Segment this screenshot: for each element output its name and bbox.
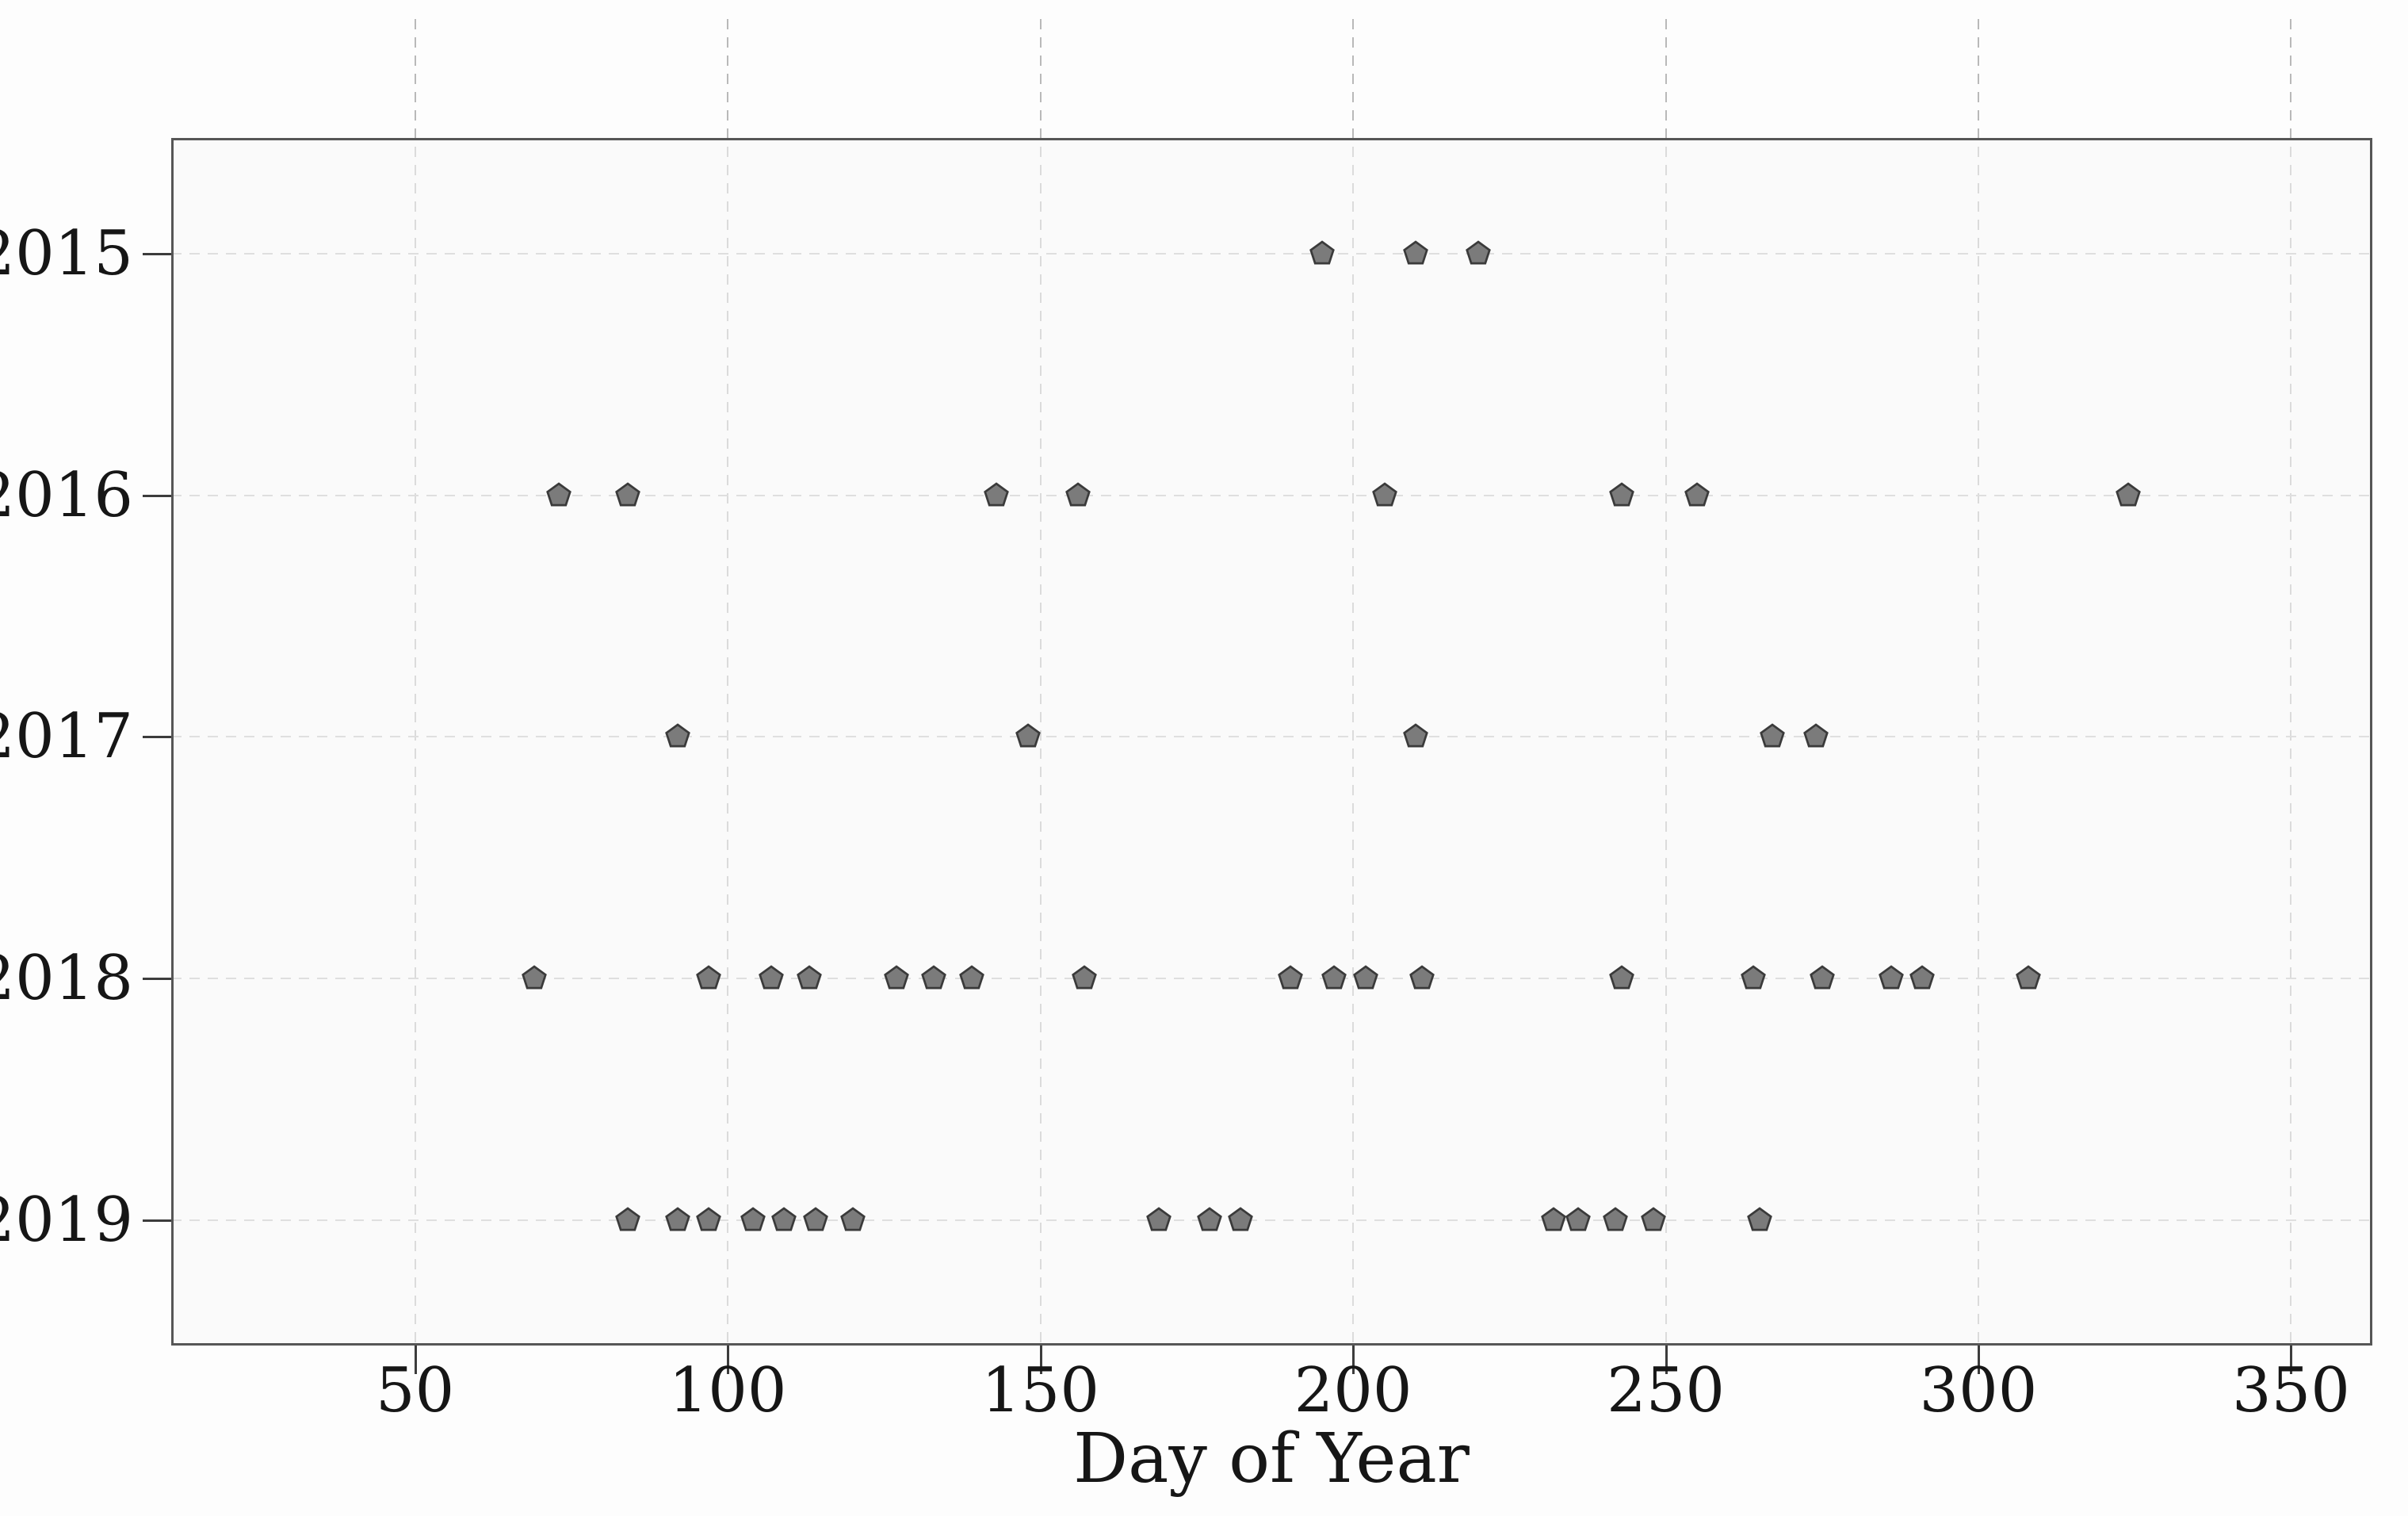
pentagon-marker-2016-day-73 [545,481,573,510]
pentagon-marker-2016-day-156 [1064,481,1092,510]
x-tick-label-350: 350 [2231,1355,2350,1426]
y-tick-mark-2017 [143,736,171,739]
pentagon-marker-2019-day-109 [770,1206,798,1235]
x-tick-mark-100 [727,1346,730,1374]
pentagon-marker-2018-day-113 [795,964,824,993]
x-tick-mark-300 [1977,1346,1980,1374]
pentagon-marker-2015-day-195 [1308,239,1336,268]
y-tick-mark-2015 [143,253,171,256]
pentagon-marker-2017-day-92 [663,722,692,751]
pentagon-marker-2018-day-308 [2014,964,2043,993]
x-axis-title: Day of Year [1073,1419,1470,1499]
y-tick-label-2017: 2017 [0,701,133,773]
pentagon-marker-2017-day-148 [1014,722,1042,751]
pentagon-marker-2018-day-139 [957,964,986,993]
pentagon-marker-2019-day-236 [1564,1206,1592,1235]
x-tick-mark-350 [2290,1346,2293,1374]
pentagon-marker-2019-day-169 [1145,1206,1173,1235]
y-tick-label-2019: 2019 [0,1184,133,1256]
pentagon-marker-2018-day-127 [882,964,911,993]
pentagon-marker-2017-day-274 [1802,722,1830,751]
pentagon-marker-2016-day-324 [2114,481,2142,510]
pentagon-marker-2016-day-255 [1683,481,1711,510]
pentagon-marker-2017-day-210 [1401,722,1430,751]
x-tick-label-300: 300 [1919,1355,2038,1426]
pentagon-marker-2018-day-107 [757,964,785,993]
pentagon-marker-2016-day-84 [613,481,642,510]
pentagon-marker-2018-day-97 [694,964,723,993]
pentagon-marker-2018-day-197 [1320,964,1348,993]
x-tick-label-150: 150 [981,1355,1100,1426]
pentagon-marker-2019-day-265 [1745,1206,1774,1235]
pentagon-marker-2019-day-114 [801,1206,830,1235]
pentagon-marker-2019-day-177 [1195,1206,1224,1235]
pentagon-marker-2015-day-220 [1464,239,1493,268]
pentagon-marker-2018-day-157 [1070,964,1099,993]
pentagon-marker-2018-day-264 [1739,964,1768,993]
pentagon-marker-2018-day-286 [1877,964,1905,993]
x-tick-label-50: 50 [376,1355,455,1426]
x-tick-label-250: 250 [1607,1355,1725,1426]
y-tick-mark-2016 [143,494,171,497]
pentagon-marker-2018-day-69 [520,964,548,993]
y-tick-mark-2019 [143,1219,171,1222]
x-tick-label-100: 100 [668,1355,787,1426]
pentagon-marker-2019-day-104 [739,1206,767,1235]
pentagon-marker-2019-day-120 [839,1206,867,1235]
x-tick-mark-250 [1665,1346,1668,1374]
pentagon-marker-2018-day-211 [1408,964,1436,993]
pentagon-marker-2018-day-243 [1607,964,1636,993]
pentagon-marker-2019-day-97 [694,1206,723,1235]
pentagon-marker-2019-day-248 [1639,1206,1668,1235]
pentagon-marker-2018-day-275 [1808,964,1837,993]
y-tick-label-2015: 2015 [0,218,133,290]
pentagon-marker-2016-day-143 [982,481,1011,510]
pentagon-marker-2018-day-202 [1351,964,1380,993]
plot-area [171,138,2372,1346]
pentagon-marker-2019-day-232 [1539,1206,1568,1235]
y-tick-label-2018: 2018 [0,943,133,1014]
x-tick-label-200: 200 [1294,1355,1412,1426]
pentagon-marker-2016-day-205 [1370,481,1399,510]
pentagon-marker-2018-day-133 [919,964,948,993]
pentagon-marker-2019-day-242 [1601,1206,1630,1235]
pentagon-marker-2019-day-84 [613,1206,642,1235]
pentagon-marker-2017-day-267 [1758,722,1787,751]
y-tick-mark-2018 [143,978,171,980]
y-tick-label-2016: 2016 [0,459,133,531]
pentagon-marker-2019-day-182 [1226,1206,1255,1235]
pentagon-marker-2016-day-243 [1607,481,1636,510]
pentagon-marker-2018-day-291 [1908,964,1936,993]
pentagon-marker-2015-day-210 [1401,239,1430,268]
x-tick-mark-150 [1039,1346,1042,1374]
x-tick-mark-50 [414,1346,417,1374]
x-tick-mark-200 [1352,1346,1355,1374]
pentagon-marker-2019-day-92 [663,1206,692,1235]
pentagon-marker-2018-day-190 [1276,964,1305,993]
